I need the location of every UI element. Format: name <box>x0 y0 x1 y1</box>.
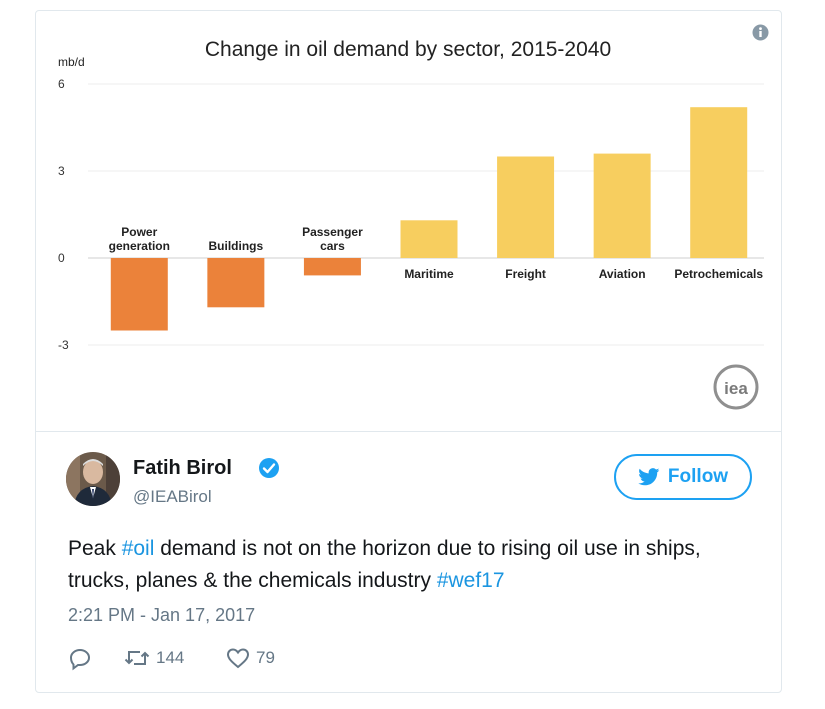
tweet-timestamp[interactable]: 2:21 PM - Jan 17, 2017 <box>68 605 256 625</box>
bar-chart: Change in oil demand by sector, 2015-204… <box>58 38 764 352</box>
follow-button[interactable]: Follow <box>614 454 752 500</box>
hashtag-link[interactable]: #wef17 <box>436 569 505 592</box>
follow-label: Follow <box>667 466 729 487</box>
bar <box>207 258 265 308</box>
iea-logo: iea <box>713 364 759 410</box>
category-label: Aviation <box>599 267 646 281</box>
bar <box>593 153 651 258</box>
like-count: 79 <box>256 648 275 667</box>
y-tick-label: 0 <box>58 251 65 265</box>
retweet-icon <box>124 651 150 665</box>
twitter-bird-icon <box>638 468 660 486</box>
bar <box>690 107 748 258</box>
bar <box>110 258 168 331</box>
hashtag-link[interactable]: #oil <box>121 537 155 560</box>
tweet-text-segment: demand is not on the horizon due to risi… <box>68 537 701 592</box>
chart-image[interactable]: Change in oil demand by sector, 2015-204… <box>36 11 781 431</box>
category-label: Passenger <box>302 225 363 239</box>
category-label: cars <box>320 239 345 253</box>
avatar[interactable] <box>66 452 120 506</box>
author-name[interactable]: Fatih Birol <box>133 457 232 479</box>
like-button[interactable]: 79 <box>226 647 275 669</box>
bar <box>497 156 555 258</box>
tweet-text: Peak #oil demand is not on the horizon d… <box>68 533 758 597</box>
info-icon[interactable] <box>752 24 769 41</box>
y-tick-label: 6 <box>58 77 65 91</box>
heart-icon <box>226 648 250 669</box>
tweet-text-segment: Peak <box>68 537 122 560</box>
category-label: Petrochemicals <box>674 267 763 281</box>
bar <box>400 220 458 258</box>
category-label: Maritime <box>404 267 454 281</box>
chart-title: Change in oil demand by sector, 2015-204… <box>205 38 611 61</box>
y-axis-label: mb/d <box>58 55 85 69</box>
category-label: Buildings <box>209 239 264 253</box>
y-tick-label: 3 <box>58 164 65 178</box>
retweet-count: 144 <box>156 648 185 667</box>
author-handle[interactable]: @IEABirol <box>133 487 212 506</box>
reply-button[interactable] <box>68 647 92 671</box>
category-label: generation <box>109 239 170 253</box>
reply-icon <box>69 648 91 671</box>
divider <box>36 431 781 432</box>
bar <box>303 258 361 276</box>
svg-text:iea: iea <box>724 379 748 398</box>
verified-badge-icon <box>259 458 279 478</box>
retweet-button[interactable]: 144 <box>124 647 184 669</box>
y-tick-label: -3 <box>58 338 69 352</box>
category-label: Power <box>121 225 157 239</box>
category-label: Freight <box>505 267 546 281</box>
tweet-card: Change in oil demand by sector, 2015-204… <box>35 10 782 693</box>
